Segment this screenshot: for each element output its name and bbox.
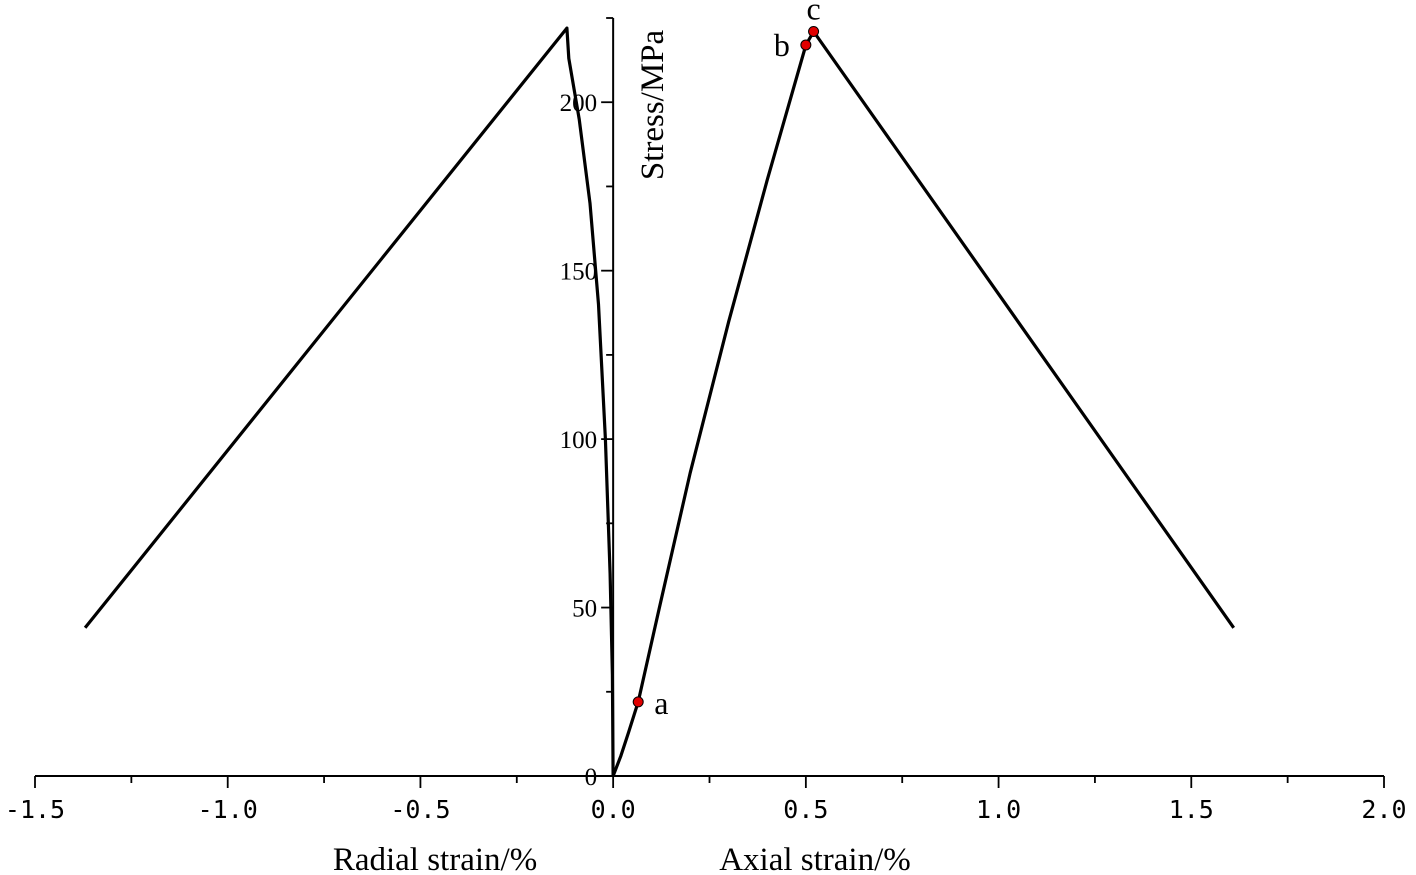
x-tick-label: -0.5	[390, 795, 450, 824]
x-tick-label: 1.5	[1169, 795, 1214, 824]
x-tick-label: 2.0	[1361, 795, 1406, 824]
x-axis-title-radial: Radial strain/%	[333, 842, 537, 875]
y-tick-label: 50	[572, 596, 597, 623]
y-tick-label: 100	[560, 427, 598, 454]
x-tick-label: 1.0	[976, 795, 1021, 824]
y-tick-label: 200	[560, 90, 598, 117]
point-marker-c	[808, 25, 820, 37]
point-label-a: a	[654, 685, 668, 721]
y-tick-label: 0	[585, 764, 598, 791]
point-marker-b	[800, 39, 812, 51]
marker-layer: a bc	[632, 0, 821, 721]
y-axis-title: Stress/MPa	[635, 29, 671, 180]
y-tick-label: 150	[560, 259, 598, 286]
x-tick-label: -1.5	[5, 795, 65, 824]
x-tick-label: 0.5	[783, 795, 828, 824]
radial-strain-line	[83, 26, 615, 777]
axial-strain-line	[611, 29, 1236, 777]
x-tick-label: -1.0	[198, 795, 258, 824]
point-label-c: c	[806, 0, 820, 26]
axes-layer: -1.5 -1.0 -0.5 0.0 0.5 1.0 1.5 2.0 0 50 100 150 200	[5, 17, 1407, 824]
point-label-b: b	[774, 27, 790, 63]
point-marker-a	[632, 696, 644, 708]
x-tick-label: 0.0	[591, 795, 636, 824]
x-axis-title-axial: Axial strain/%	[719, 842, 911, 875]
